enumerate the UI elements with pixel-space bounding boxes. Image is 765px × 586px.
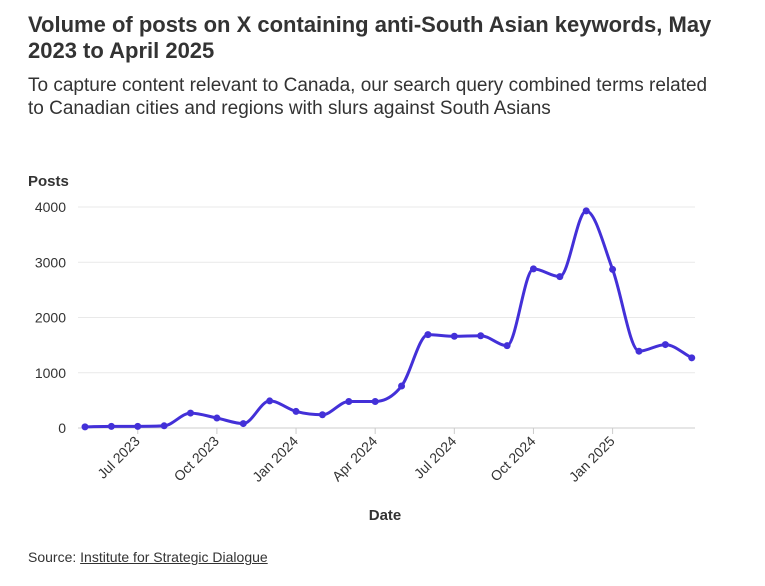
data-point (424, 331, 432, 339)
y-tick-label: 3000 (35, 254, 66, 270)
data-point (292, 407, 300, 415)
source-link[interactable]: Institute for Strategic Dialogue (80, 549, 268, 565)
y-tick-label: 4000 (35, 199, 66, 215)
chart-subtitle: To capture content relevant to Canada, o… (28, 75, 708, 119)
data-point (107, 422, 115, 430)
x-tick-label: Jan 2024 (249, 433, 301, 485)
data-point (239, 420, 247, 428)
data-point (213, 414, 221, 422)
x-tick-label: Jan 2025 (566, 433, 618, 485)
chart-title: Volume of posts on X containing anti-Sou… (28, 12, 712, 63)
y-tick-label: 0 (58, 420, 66, 436)
x-tick-label: Jul 2023 (94, 433, 143, 482)
y-tick-label: 2000 (35, 310, 66, 326)
data-point (582, 207, 590, 215)
x-tick-label: Apr 2024 (329, 433, 381, 485)
data-point (529, 265, 537, 273)
y-axis-title: Posts (28, 173, 69, 190)
source-note: Source: Institute for Strategic Dialogue (28, 549, 268, 565)
data-point (160, 422, 168, 430)
x-axis-title: Date (369, 507, 402, 524)
data-point (688, 354, 696, 362)
data-point (318, 411, 326, 419)
data-point (477, 332, 485, 340)
data-point (503, 342, 511, 350)
data-point (266, 397, 274, 405)
data-point (556, 273, 564, 281)
data-point (371, 397, 379, 405)
data-point (187, 409, 195, 417)
data-point (134, 422, 142, 430)
data-point (450, 332, 458, 340)
data-point (81, 423, 89, 431)
data-point (661, 341, 669, 349)
y-tick-label: 1000 (35, 365, 66, 381)
source-prefix: Source: (28, 549, 81, 565)
data-point (345, 397, 353, 405)
data-point (609, 265, 617, 273)
data-point (398, 382, 406, 390)
x-tick-label: Oct 2023 (171, 433, 223, 485)
series-line (83, 209, 694, 429)
data-point (635, 347, 643, 355)
x-tick-label: Jul 2024 (411, 433, 460, 482)
x-tick-label: Oct 2024 (487, 433, 539, 485)
